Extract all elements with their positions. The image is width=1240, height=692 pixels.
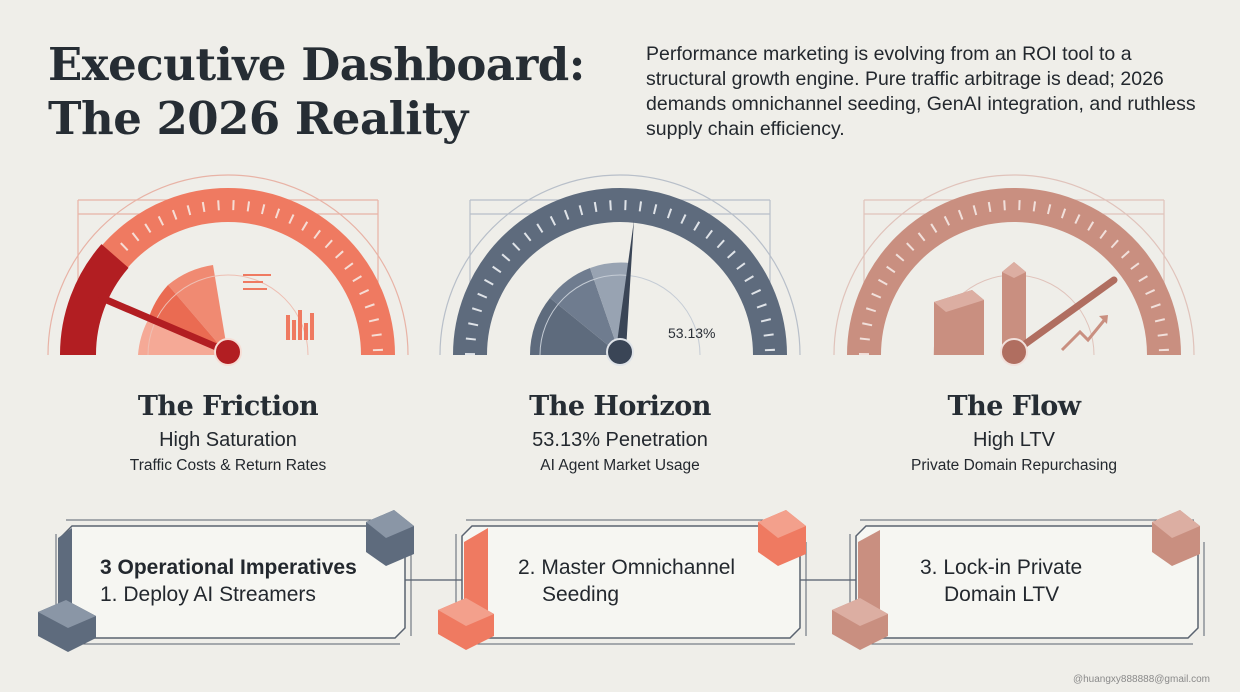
gauge-title-horizon: The Horizon [529,391,711,422]
gauge-hub [1000,338,1028,366]
gauge-needle [98,294,232,356]
gauge-inner-chart [933,262,1108,356]
gauge-needle [1010,276,1118,356]
gauge-metric-flow: High LTV [973,429,1055,451]
imperatives-strip [38,510,1205,652]
step-text-3: 3. Lock-in Private Domain LTV [920,554,1082,608]
step-3-line-2: Domain LTV [944,583,1060,606]
horizon-gauge: 53.13% [439,174,801,366]
gauge-hub [606,338,634,366]
page-title: Executive Dashboard: The 2026 Reality [48,38,585,146]
step-box-1 [38,510,414,652]
gauge-subtitle-horizon: AI Agent Market Usage [540,457,700,474]
step-1-line-1: 1. Deploy AI Streamers [100,583,316,606]
gauge-ticks [453,188,787,356]
gauge-ticks [847,188,1181,356]
step-box-2 [438,510,807,650]
gauge-metric-horizon: 53.13% Penetration [532,429,708,451]
flow-gauge [833,174,1195,366]
gauge-fill [59,244,129,356]
gauge-title-flow: The Flow [947,391,1081,422]
friction-gauge [47,174,409,366]
gauge-inner-chart [138,265,314,356]
step-text-2: 2. Master Omnichannel Seeding [518,554,735,608]
title-line-1: Executive Dashboard: [48,38,585,91]
title-line-2: The 2026 Reality [48,92,468,145]
gauge-metric-friction: High Saturation [159,429,297,451]
step-text-1: 3 Operational Imperatives 1. Deploy AI S… [100,554,357,608]
step-box-3 [832,510,1205,650]
gauge-hub [214,338,242,366]
gauge-title-friction: The Friction [137,391,319,422]
step-2-line-2: Seeding [542,583,620,606]
imperatives-heading: 3 Operational Imperatives [100,556,357,579]
watermark: @huangxy888888@gmail.com [1072,674,1210,685]
step-3-line-1: 3. Lock-in Private [920,556,1083,579]
gauge-needle [616,220,634,350]
gauge-dial-label: 53.13% [668,325,715,341]
intro-paragraph: Performance marketing is evolving from a… [646,43,1196,140]
step-2-line-1: 2. Master Omnichannel [518,556,736,579]
gauge-subtitle-flow: Private Domain Repurchasing [911,457,1117,474]
gauge-ticks [61,188,395,356]
gauge-subtitle-friction: Traffic Costs & Return Rates [129,457,327,474]
